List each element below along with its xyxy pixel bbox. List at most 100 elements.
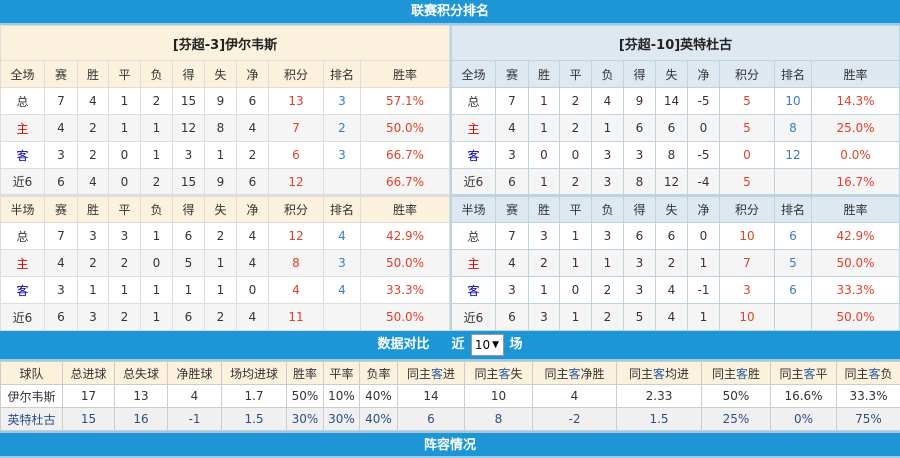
cell: 5	[720, 115, 775, 142]
cell: 33.3%	[812, 277, 900, 304]
column-header: 总进球	[63, 362, 115, 385]
column-header: 积分	[720, 196, 775, 223]
cell: 1	[592, 250, 624, 277]
cell: 4	[269, 277, 324, 304]
cell: 7	[720, 250, 775, 277]
cell: 1	[109, 115, 141, 142]
cell: 6	[624, 115, 656, 142]
cell: 3	[45, 277, 78, 304]
column-header: 胜率	[361, 196, 450, 223]
column-header: 负率	[360, 362, 398, 385]
cell: -5	[688, 142, 720, 169]
cell: -4	[688, 169, 720, 196]
column-header: 赛	[496, 196, 529, 223]
cell: 2	[205, 304, 237, 331]
cell: 14	[656, 88, 688, 115]
column-header: 得	[173, 61, 205, 88]
cell: 2	[592, 304, 624, 331]
cell: 3	[624, 142, 656, 169]
cell: 0	[688, 223, 720, 250]
column-header: 总失球	[115, 362, 168, 385]
column-header: 失	[205, 61, 237, 88]
cell: 3	[78, 304, 109, 331]
cell: 4	[78, 169, 109, 196]
cell: 42.9%	[361, 223, 450, 250]
team-link[interactable]: 伊尔韦斯	[1, 385, 63, 408]
lineup-title: 阵容情况	[0, 431, 900, 458]
cell: 主	[452, 250, 496, 277]
column-header: 场均进球	[222, 362, 287, 385]
cell: 5	[775, 250, 812, 277]
column-header: 赛	[496, 61, 529, 88]
cell: 1	[109, 277, 141, 304]
cell: 14	[398, 385, 465, 408]
cell: 0	[237, 277, 269, 304]
column-header: 排名	[775, 61, 812, 88]
cell: 4	[324, 277, 361, 304]
cell: 主	[1, 115, 45, 142]
cell: 1	[592, 115, 624, 142]
column-header: 平	[560, 196, 592, 223]
column-header: 平	[109, 196, 141, 223]
cell: 客	[1, 277, 45, 304]
column-header: 失	[205, 196, 237, 223]
cell: 4	[78, 88, 109, 115]
column-header: 负	[141, 61, 173, 88]
column-header: 赛	[45, 61, 78, 88]
cell: 7	[45, 88, 78, 115]
cell: 1.5	[222, 408, 287, 431]
column-header: 半场	[1, 196, 45, 223]
cell: 8	[775, 115, 812, 142]
column-header: 同主客均进	[617, 362, 702, 385]
cell: 17	[63, 385, 115, 408]
cell: 25.0%	[812, 115, 900, 142]
match-count-select[interactable]: 10▼	[471, 334, 504, 356]
column-header: 平	[109, 61, 141, 88]
cell: 0%	[771, 408, 837, 431]
cell: 6	[656, 223, 688, 250]
cell: 1	[141, 277, 173, 304]
cell: 9	[624, 88, 656, 115]
column-header: 半场	[452, 196, 496, 223]
cell: 2	[560, 88, 592, 115]
cell: 1	[141, 115, 173, 142]
cell: 50.0%	[812, 304, 900, 331]
cell: 16.6%	[771, 385, 837, 408]
cell: 8	[656, 142, 688, 169]
cell: 2	[205, 223, 237, 250]
cell	[324, 169, 361, 196]
cell: 4	[45, 115, 78, 142]
cell: 2	[560, 115, 592, 142]
cell: 10	[720, 304, 775, 331]
cell: 1	[688, 304, 720, 331]
cell: 6	[496, 169, 529, 196]
cell: 1	[141, 142, 173, 169]
cell: 15	[63, 408, 115, 431]
cell: 12	[269, 169, 324, 196]
cell: 30%	[287, 408, 324, 431]
cell: 3	[592, 169, 624, 196]
team-link[interactable]: 英特杜古	[1, 408, 63, 431]
cell: 6	[398, 408, 465, 431]
column-header: 同主客进	[398, 362, 465, 385]
cell: 6	[45, 304, 78, 331]
column-header: 排名	[324, 61, 361, 88]
cell: 12	[656, 169, 688, 196]
column-header: 积分	[720, 61, 775, 88]
cell: 2	[109, 304, 141, 331]
cell: 0	[560, 142, 592, 169]
cell: 2	[529, 250, 560, 277]
cell: 2	[560, 169, 592, 196]
cell: 1	[560, 250, 592, 277]
cell: 75%	[837, 408, 900, 431]
cell: 7	[496, 223, 529, 250]
cell: 2	[141, 169, 173, 196]
